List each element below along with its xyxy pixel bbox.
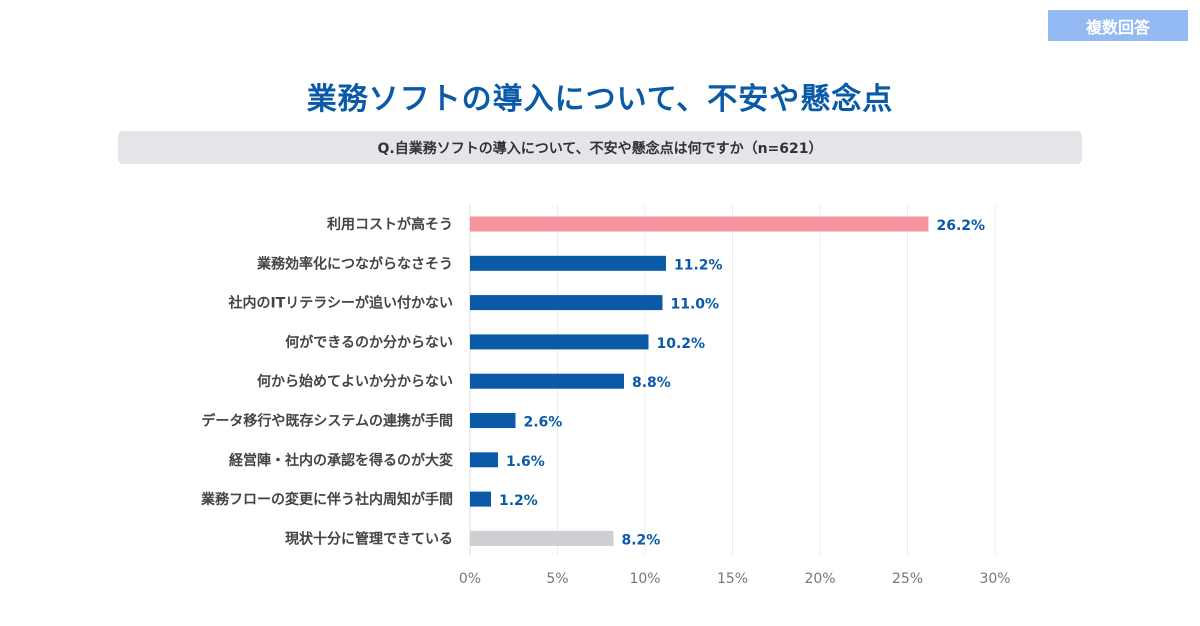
category-label: 何ができるのか分からない [285, 334, 453, 351]
bar [470, 255, 666, 271]
bar [470, 452, 498, 468]
bar [470, 413, 516, 428]
category-label: 業務効率化につながらなさそう [256, 255, 453, 272]
category-label: データ移行や既存システムの連携が手間 [201, 413, 453, 430]
value-label: 2.6% [524, 415, 563, 431]
bar [470, 491, 491, 507]
bar [470, 216, 929, 232]
category-label: 何から始めてよいか分からない [257, 373, 453, 390]
page-title: 業務ソフトの導入について、不安や懸念点 [306, 82, 894, 117]
x-tick-label: 25% [892, 571, 923, 587]
category-label: 経営陣・社内の承認を得るのが大変 [229, 452, 453, 469]
value-label: 26.2% [937, 218, 986, 234]
bar [470, 334, 649, 350]
category-label: 現状十分に管理できている [285, 530, 453, 547]
question-text: Q.自業務ソフトの導入について、不安や懸念点は何ですか（n=621） [377, 140, 823, 157]
value-label: 11.0% [671, 297, 720, 313]
value-label: 8.2% [622, 532, 661, 548]
x-tick-label: 5% [546, 571, 568, 587]
value-label: 1.2% [499, 493, 538, 509]
x-axis-tick-labels: 0% 5% 10% 15% 20% 25% 30% [459, 571, 1011, 587]
category-labels: 利用コストが高そう業務効率化につながらなさそう社内のITリテラシーが追い付かない… [200, 216, 453, 547]
value-label: 1.6% [506, 454, 545, 470]
bars [470, 216, 929, 546]
category-label: 社内のITリテラシーが追い付かない [228, 295, 453, 312]
value-label: 8.8% [632, 375, 671, 391]
x-tick-label: 15% [717, 571, 748, 587]
bar [470, 295, 663, 311]
question-bar: Q.自業務ソフトの導入について、不安や懸念点は何ですか（n=621） [118, 131, 1082, 164]
value-labels: 26.2% 11.2% 11.0% 10.2% 8.8% 2.6% 1.6% 1.2% 8.2% [499, 218, 985, 548]
category-label: 業務フローの変更に伴う社内周知が手間 [200, 491, 453, 508]
value-label: 10.2% [657, 336, 706, 352]
bar [470, 373, 624, 389]
x-tick-label: 10% [629, 571, 660, 587]
bar [470, 530, 614, 546]
value-label: 11.2% [674, 257, 723, 273]
category-label: 利用コストが高そう [327, 216, 453, 233]
x-tick-label: 20% [804, 571, 835, 587]
multiple-answer-badge: 複数回答 [1048, 10, 1188, 41]
x-tick-label: 30% [979, 571, 1010, 587]
x-tick-label: 0% [459, 571, 481, 587]
